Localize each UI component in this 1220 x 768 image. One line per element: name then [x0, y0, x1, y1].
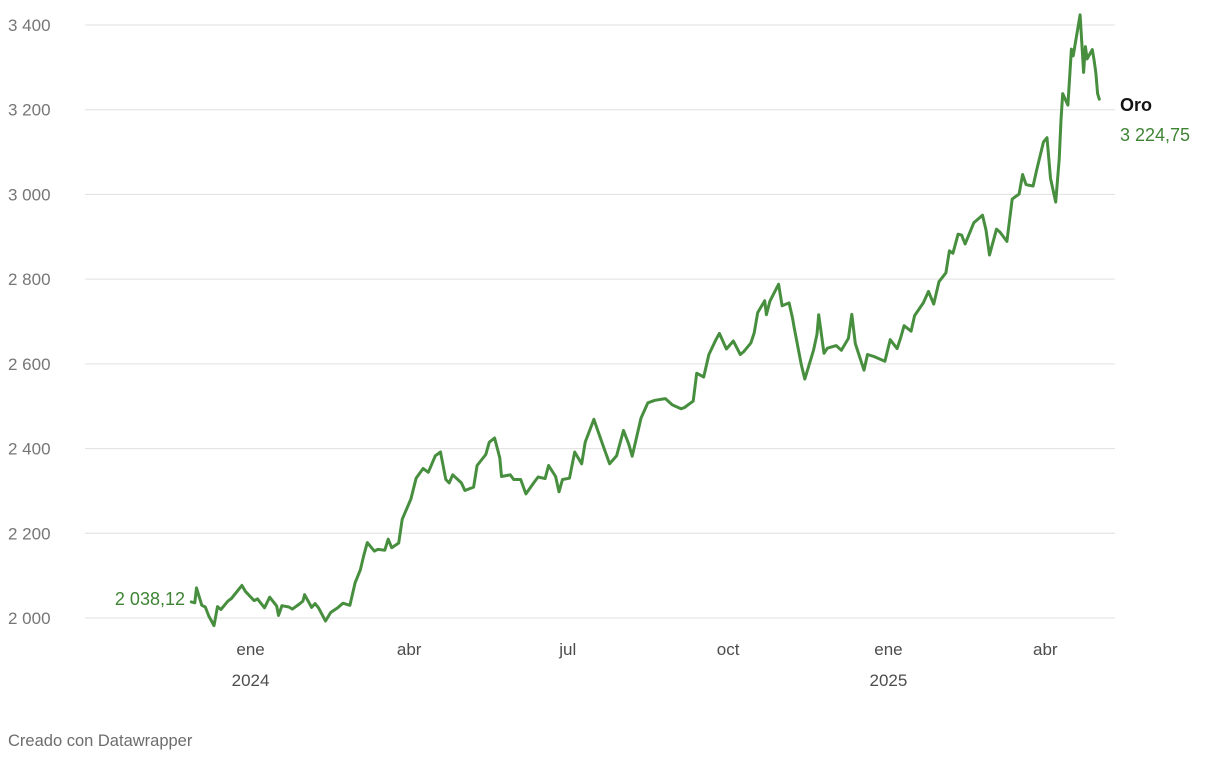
end-value-label: 3 224,75 — [1120, 125, 1191, 145]
gold-line-chart: 2 000 2 200 2 400 2 600 2 800 3 000 3 200 3 400… — [8, 13, 1115, 690]
x-axis-tick-label: oct — [717, 640, 740, 659]
x-axis-tick-label: ene — [874, 640, 902, 659]
series-annotation: Oro 3 224,75 — [1120, 90, 1190, 150]
x-axis-tick-label: abr — [1033, 640, 1058, 659]
x-axis-tick-label: ene — [236, 640, 264, 659]
x-axis-year-label: 2024 — [232, 671, 270, 690]
y-axis-tick-label: 2 200 — [8, 524, 51, 543]
y-axis-tick-label: 2 600 — [8, 355, 51, 374]
datawrapper-credit: Creado con Datawrapper — [8, 732, 193, 750]
y-axis-tick-label: 2 800 — [8, 270, 51, 289]
x-axis-tick-label: abr — [397, 640, 422, 659]
gold-price-line — [189, 13, 1101, 628]
y-axis-tick-label: 2 000 — [8, 609, 51, 628]
y-axis-tick-label: 3 400 — [8, 16, 51, 35]
y-axis-tick-label: 3 000 — [8, 185, 51, 204]
y-axis-tick-label: 2 400 — [8, 440, 51, 459]
x-axis-year-label: 2025 — [870, 671, 908, 690]
start-value-label: 2 038,12 — [114, 589, 185, 609]
x-axis-tick-label: jul — [558, 640, 576, 659]
y-axis-tick-label: 3 200 — [8, 101, 51, 120]
series-name-label: Oro — [1120, 95, 1153, 115]
